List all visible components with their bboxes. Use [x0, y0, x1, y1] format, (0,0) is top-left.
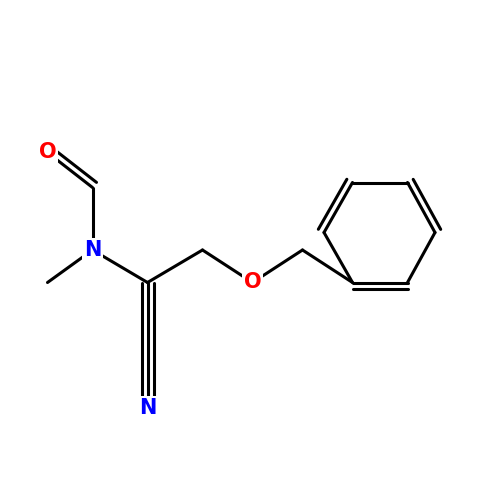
Text: N: N: [84, 240, 101, 260]
Text: O: O: [38, 142, 56, 163]
Text: N: N: [139, 398, 156, 417]
Text: O: O: [244, 272, 262, 292]
